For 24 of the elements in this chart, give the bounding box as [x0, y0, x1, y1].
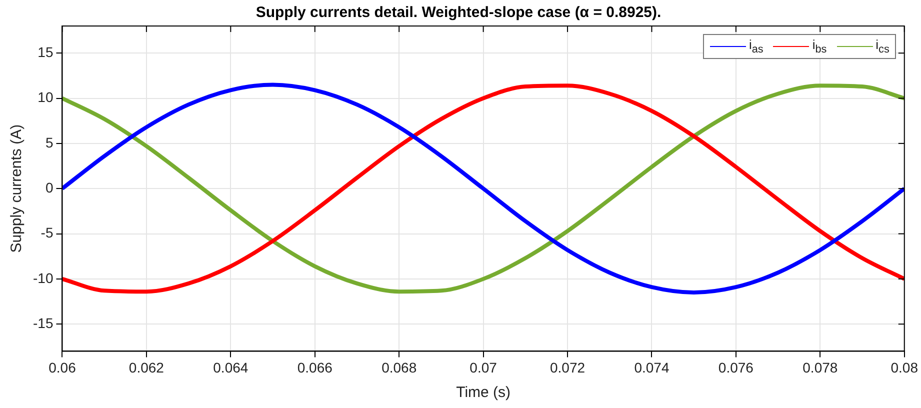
x-tick-label: 0.08: [890, 359, 918, 376]
legend-label: i$_{as}$: [749, 37, 764, 56]
y-tick-label: -5: [40, 224, 54, 241]
x-tick-label: 0.064: [213, 359, 248, 376]
x-tick-label: 0.066: [297, 359, 333, 376]
y-tick-label: 0: [45, 179, 54, 196]
x-tick-label: 0.078: [802, 359, 838, 376]
y-tick-label: 15: [38, 44, 54, 60]
chart-title: Supply currents detail. Weighted-slope case (α = 0.8925).: [256, 4, 662, 22]
y-tick-label: 10: [38, 89, 54, 106]
legend-label: i$_{bs}$: [812, 37, 827, 56]
y-tick-label: -15: [33, 314, 54, 331]
x-tick-label: 0.072: [550, 359, 586, 376]
legend-label: i$_{cs}$: [876, 37, 890, 56]
y-axis-title: Supply currents (A): [8, 124, 26, 253]
x-tick-label: 0.07: [470, 359, 498, 376]
x-tick-label: 0.076: [718, 359, 754, 376]
x-tick-label: 0.068: [382, 359, 417, 376]
x-axis-title: Time (s): [456, 384, 511, 402]
y-tick-label: -10: [33, 270, 54, 286]
y-tick-label: 5: [45, 134, 54, 150]
x-tick-label: 0.062: [128, 359, 164, 376]
x-tick-label: 0.074: [634, 359, 670, 376]
x-tick-label: 0.06: [48, 359, 76, 376]
